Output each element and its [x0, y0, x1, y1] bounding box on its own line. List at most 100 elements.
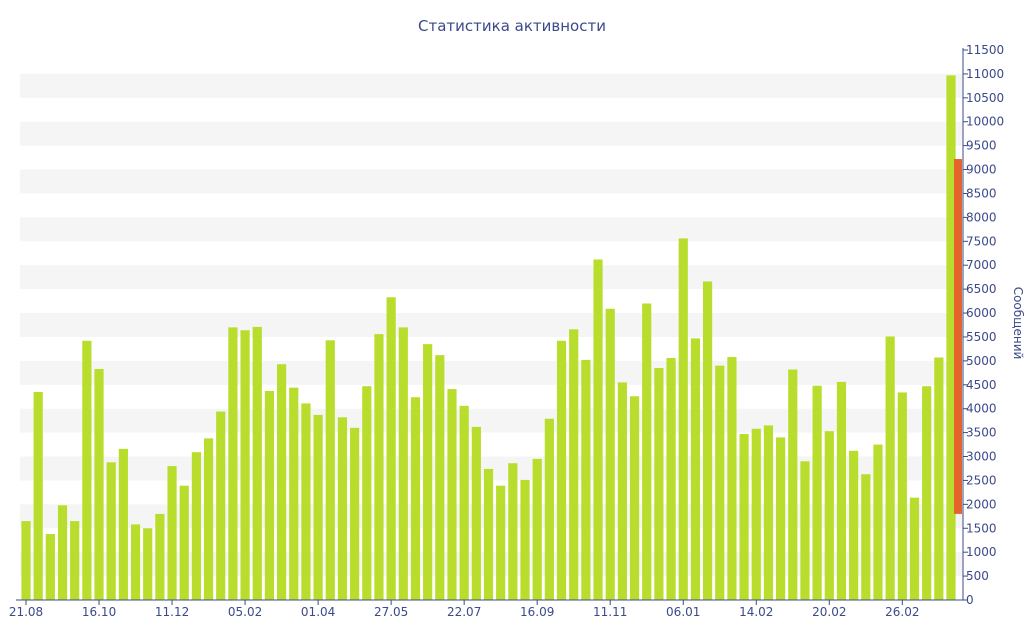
- bar: [556, 340, 567, 600]
- grid-band: [20, 313, 963, 337]
- bar: [569, 329, 579, 600]
- bar: [155, 513, 165, 600]
- grid-band: [20, 265, 963, 290]
- bar: [788, 369, 798, 600]
- bar: [776, 437, 786, 600]
- chart-bands: [20, 73, 963, 577]
- bar: [532, 458, 542, 600]
- grid-band: [20, 73, 963, 98]
- grid-band: [20, 121, 963, 146]
- bar: [642, 303, 652, 600]
- bar: [654, 368, 664, 600]
- x-tick-label: 01.04: [301, 605, 335, 619]
- bar: [812, 385, 822, 600]
- bar: [751, 428, 761, 600]
- y-tick-label: 2500: [966, 473, 997, 487]
- bar: [374, 334, 384, 600]
- bar: [325, 340, 335, 600]
- bar: [922, 386, 932, 600]
- bar: [836, 381, 847, 600]
- y-tick-label: 9500: [966, 139, 997, 153]
- y-tick-label: 8000: [966, 210, 997, 224]
- bar: [593, 259, 603, 600]
- bar: [313, 414, 323, 600]
- bar: [130, 524, 141, 600]
- bar: [715, 365, 725, 600]
- bar: [934, 357, 944, 600]
- bar: [216, 411, 226, 600]
- bar: [143, 528, 153, 600]
- bar: [21, 521, 31, 600]
- chart-highlight: [954, 159, 962, 514]
- bar: [277, 364, 287, 600]
- bar: [179, 485, 189, 600]
- bar: [605, 308, 615, 600]
- bar: [70, 521, 80, 600]
- y-tick-label: 5000: [966, 354, 997, 368]
- bar: [228, 327, 238, 600]
- bar: [678, 238, 688, 600]
- y-tick-label: 9000: [966, 163, 997, 177]
- bar: [118, 448, 128, 600]
- bar: [629, 396, 640, 600]
- grid-band: [20, 169, 963, 194]
- grid-band: [20, 217, 963, 242]
- bar: [690, 338, 701, 600]
- bar: [763, 425, 774, 600]
- x-tick-label: 16.09: [520, 605, 554, 619]
- bar: [861, 474, 871, 600]
- y-tick-label: 4000: [966, 402, 997, 416]
- y-tick-label: 6500: [966, 282, 997, 296]
- x-tick-label: 14.02: [739, 605, 773, 619]
- bar: [849, 450, 859, 600]
- bar: [702, 281, 713, 600]
- bar: [264, 391, 275, 600]
- x-tick-label: 11.12: [155, 605, 189, 619]
- bar: [289, 387, 299, 600]
- highlight-range-bar: [954, 159, 962, 514]
- y-tick-label: 3500: [966, 426, 997, 440]
- bar: [581, 359, 591, 600]
- y-tick-label: 8500: [966, 186, 997, 200]
- bar: [946, 75, 956, 601]
- y-tick-label: 7500: [966, 234, 997, 248]
- bar: [337, 417, 348, 600]
- bar: [398, 327, 408, 600]
- x-axis: 21.08 16.10 11.12 05.02 01.04 27.05 22.07 16.09…: [9, 599, 963, 619]
- y-axis-label: Сообщений: [1011, 287, 1024, 360]
- bar: [203, 438, 214, 600]
- bar: [666, 358, 676, 600]
- y-tick-label: 7000: [966, 258, 997, 272]
- bar: [386, 297, 396, 600]
- bar: [617, 382, 627, 600]
- chart-bars: [21, 75, 956, 601]
- y-tick-label: 3000: [966, 450, 997, 464]
- bar: [897, 392, 907, 600]
- y-tick-label: 10000: [966, 115, 1004, 129]
- y-tick-label: 5500: [966, 330, 997, 344]
- bar: [301, 403, 311, 600]
- y-tick-label: 2000: [966, 497, 997, 511]
- bar: [191, 452, 201, 600]
- bar: [544, 418, 554, 600]
- bar: [106, 462, 116, 600]
- y-axis: 0 500 1000 1500 2000 2500 3000 3500 4000 4500 5000…: [962, 43, 1004, 607]
- y-tick-label: 500: [966, 569, 989, 583]
- x-tick-label: 11.11: [593, 605, 627, 619]
- bar: [508, 463, 518, 600]
- x-tick-label: 06.01: [666, 605, 700, 619]
- bar: [885, 336, 895, 600]
- bar: [824, 431, 834, 600]
- chart-title: Статистика активности: [418, 17, 606, 35]
- bar: [800, 461, 810, 600]
- bar: [94, 369, 104, 600]
- bar: [447, 389, 457, 600]
- bar: [435, 355, 445, 600]
- x-tick-label: 05.02: [228, 605, 262, 619]
- bar: [739, 434, 749, 600]
- y-tick-label: 11000: [966, 67, 1004, 81]
- grid-band: [20, 360, 963, 385]
- bar: [45, 534, 55, 600]
- y-tick-label: 1000: [966, 545, 997, 559]
